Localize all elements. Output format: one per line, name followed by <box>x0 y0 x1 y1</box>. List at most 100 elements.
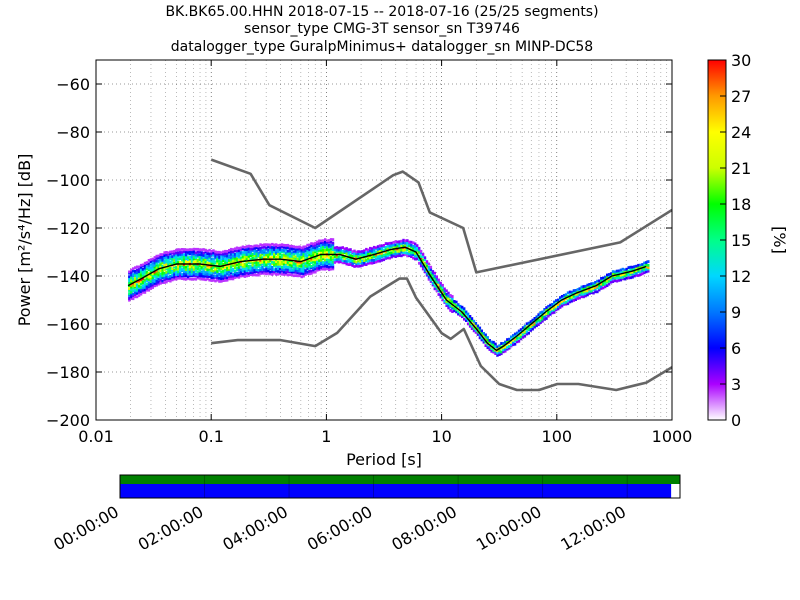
density-cell <box>325 250 329 254</box>
density-cell <box>316 245 319 248</box>
density-cell <box>204 258 207 261</box>
density-cell <box>506 346 509 349</box>
density-cell <box>592 282 595 285</box>
density-cell <box>594 281 597 284</box>
density-cell <box>151 274 154 277</box>
density-cell <box>410 243 413 247</box>
density-cell <box>327 262 331 266</box>
density-cell <box>557 300 560 303</box>
density-cell <box>574 289 577 292</box>
density-cell <box>298 268 301 271</box>
density-cell <box>273 270 276 273</box>
density-cell <box>449 294 452 297</box>
density-cell <box>194 247 198 251</box>
density-cell <box>294 251 297 255</box>
density-cell <box>564 302 568 306</box>
density-cell <box>134 274 137 277</box>
density-cell <box>237 273 241 277</box>
density-cell <box>623 268 626 272</box>
density-cell <box>439 287 442 291</box>
density-cell <box>365 258 368 262</box>
density-cell <box>175 275 178 278</box>
density-cell <box>302 245 305 249</box>
density-cell <box>186 256 190 259</box>
density-cell <box>327 260 331 264</box>
density-cell <box>304 265 307 269</box>
density-cell <box>418 258 421 262</box>
density-cell <box>249 245 252 248</box>
density-cell <box>184 271 188 275</box>
density-cell <box>335 258 339 261</box>
density-cell <box>586 286 589 289</box>
density-cell <box>637 270 640 274</box>
density-cell <box>588 287 591 291</box>
density-cell <box>239 268 243 272</box>
density-cell <box>363 259 366 262</box>
timeline-tick-label: 00:00:00 <box>50 502 122 554</box>
density-cell <box>239 258 243 261</box>
density-cell <box>331 248 335 252</box>
density-cell <box>261 249 264 253</box>
density-cell <box>378 244 382 248</box>
density-cell <box>320 241 323 245</box>
density-cell <box>470 324 474 328</box>
density-cell <box>572 293 576 297</box>
density-cell <box>474 322 478 325</box>
density-cell <box>639 273 642 276</box>
density-cell <box>218 277 221 280</box>
density-cell <box>155 282 158 285</box>
density-cell <box>229 275 233 278</box>
density-cell <box>300 272 303 275</box>
density-cell <box>135 268 139 272</box>
density-cell <box>263 271 266 275</box>
density-cell <box>318 242 321 245</box>
density-cell <box>226 261 229 265</box>
density-cell <box>182 260 186 264</box>
density-cell <box>275 262 278 266</box>
density-cell <box>237 271 241 275</box>
density-cell <box>549 303 552 307</box>
density-cell <box>196 247 200 251</box>
density-cell <box>382 244 386 247</box>
density-cell <box>208 273 211 276</box>
density-cell <box>175 258 178 262</box>
density-cell <box>143 286 147 289</box>
density-cell <box>229 260 233 264</box>
density-cell <box>347 248 350 252</box>
y-tick-label: −180 <box>46 363 90 382</box>
density-cell <box>137 294 141 297</box>
density-cell <box>557 298 560 302</box>
density-cell <box>306 254 309 257</box>
density-cell <box>331 257 335 261</box>
density-cell <box>447 302 450 305</box>
noise-model-lines <box>127 158 672 392</box>
density-cell <box>134 291 137 294</box>
density-cell <box>132 297 135 301</box>
density-cell <box>184 274 188 278</box>
density-cell <box>198 277 201 280</box>
density-cell <box>277 260 280 264</box>
density-cell <box>259 256 262 259</box>
density-cell <box>245 274 248 278</box>
density-cell <box>286 243 290 247</box>
density-cell <box>482 332 485 335</box>
density-cell <box>161 274 164 278</box>
timeline-tick-label: 08:00:00 <box>388 502 460 554</box>
density-cell <box>312 263 315 267</box>
density-cell <box>459 307 462 310</box>
density-cell <box>265 248 268 251</box>
density-cell <box>237 249 241 253</box>
density-cell <box>416 257 419 261</box>
density-cell <box>147 268 151 272</box>
density-cell <box>141 267 145 271</box>
density-cell <box>188 265 192 268</box>
density-cell <box>564 295 568 299</box>
density-cell <box>157 264 160 267</box>
density-cell <box>318 266 321 270</box>
density-cell <box>396 242 399 245</box>
density-cell <box>186 275 190 279</box>
density-cell <box>269 256 272 260</box>
density-cell <box>621 267 624 271</box>
density-cell <box>492 349 495 352</box>
